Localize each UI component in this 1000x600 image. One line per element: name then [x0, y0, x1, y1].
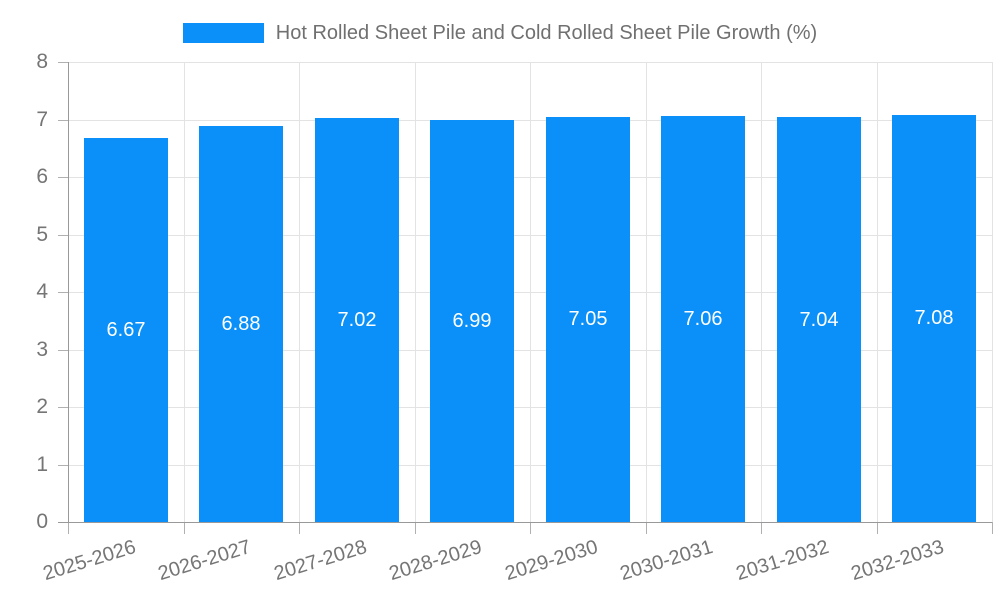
x-gridline — [184, 62, 185, 522]
y-axis-line — [68, 62, 69, 522]
x-axis-tick — [184, 522, 185, 534]
y-axis-tick — [58, 465, 68, 466]
y-axis-label: 3 — [36, 338, 48, 361]
y-axis-label: 5 — [36, 223, 48, 246]
x-gridline — [646, 62, 647, 522]
legend-swatch[interactable] — [182, 23, 264, 43]
y-axis-label: 7 — [36, 108, 48, 131]
y-axis-label: 4 — [36, 280, 48, 303]
x-axis-tick — [415, 522, 416, 534]
y-axis-tick — [58, 177, 68, 178]
y-axis-label: 0 — [36, 510, 48, 533]
x-axis-tick — [761, 522, 762, 534]
y-axis-label: 2 — [36, 395, 48, 418]
x-gridline — [877, 62, 878, 522]
y-axis-label: 6 — [36, 165, 48, 188]
x-gridline — [761, 62, 762, 522]
x-axis-line — [58, 522, 992, 523]
y-axis-tick — [58, 235, 68, 236]
x-gridline — [415, 62, 416, 522]
y-axis-label: 8 — [36, 50, 48, 73]
bar-2027-2028[interactable] — [315, 118, 399, 522]
x-gridline — [992, 62, 993, 522]
bar-2031-2032[interactable] — [777, 117, 861, 522]
x-axis-tick — [992, 522, 993, 534]
bar-2030-2031[interactable] — [661, 116, 745, 522]
x-axis-tick — [68, 522, 69, 534]
bar-2032-2033[interactable] — [892, 115, 976, 522]
legend[interactable]: Hot Rolled Sheet Pile and Cold Rolled Sh… — [0, 20, 1000, 46]
y-axis-tick — [58, 407, 68, 408]
x-axis-tick — [299, 522, 300, 534]
bar-2029-2030[interactable] — [546, 117, 630, 522]
y-axis-tick — [58, 62, 68, 63]
bar-2026-2027[interactable] — [199, 126, 283, 522]
x-axis-tick — [646, 522, 647, 534]
x-gridline — [299, 62, 300, 522]
y-axis-label: 1 — [36, 453, 48, 476]
y-axis-tick — [58, 120, 68, 121]
x-gridline — [530, 62, 531, 522]
x-axis-tick — [530, 522, 531, 534]
y-axis-tick — [58, 350, 68, 351]
legend-label: Hot Rolled Sheet Pile and Cold Rolled Sh… — [275, 21, 818, 44]
bar-2028-2029[interactable] — [430, 120, 514, 522]
x-axis-tick — [877, 522, 878, 534]
bar-2025-2026[interactable] — [84, 138, 168, 522]
y-axis-tick — [58, 292, 68, 293]
